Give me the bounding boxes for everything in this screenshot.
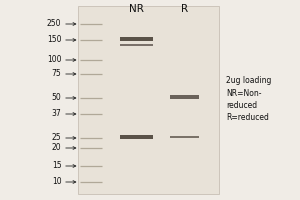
Text: NR: NR bbox=[129, 4, 144, 14]
Text: R: R bbox=[181, 4, 188, 14]
Bar bbox=[170, 136, 199, 138]
Text: 250: 250 bbox=[47, 20, 62, 28]
Text: 10: 10 bbox=[52, 178, 62, 186]
Text: 50: 50 bbox=[52, 94, 61, 102]
Bar bbox=[170, 95, 199, 99]
Bar bbox=[120, 135, 153, 139]
Text: 37: 37 bbox=[52, 110, 61, 118]
Text: 20: 20 bbox=[52, 144, 62, 152]
Text: 100: 100 bbox=[47, 55, 62, 64]
Text: 150: 150 bbox=[47, 36, 62, 45]
Bar bbox=[120, 37, 153, 41]
Bar bbox=[78, 6, 219, 194]
Text: 2ug loading
NR=Non-
reduced
R=reduced: 2ug loading NR=Non- reduced R=reduced bbox=[226, 76, 272, 122]
Text: 15: 15 bbox=[52, 162, 62, 170]
Text: 25: 25 bbox=[52, 134, 62, 142]
Text: 75: 75 bbox=[52, 70, 61, 78]
Bar bbox=[120, 44, 153, 46]
